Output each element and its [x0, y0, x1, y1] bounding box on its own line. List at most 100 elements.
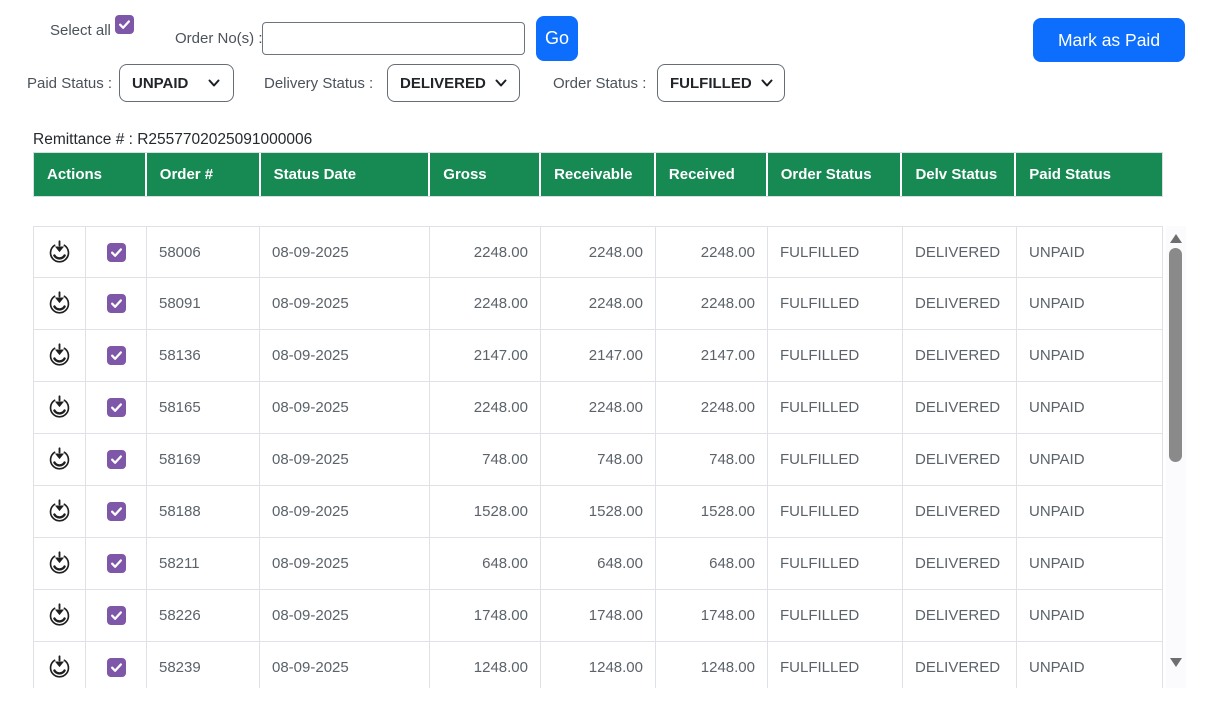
row-checkbox-checked[interactable] — [106, 242, 126, 262]
table-row: 58006 08-09-2025 2248.00 2248.00 2248.00 FULF… — [33, 226, 1163, 278]
cell-order-status: FULFILLED — [768, 227, 903, 277]
table-row: 58091 08-09-2025 2248.00 2248.00 2248.00 FULF… — [33, 278, 1163, 330]
check-icon — [110, 559, 122, 568]
cell-order-no: 58006 — [147, 227, 260, 277]
receive-download-icon[interactable] — [47, 291, 72, 316]
cell-paid-status: UNPAID — [1017, 227, 1163, 277]
cell-delv-status: DELIVERED — [903, 382, 1017, 433]
receive-download-icon[interactable] — [47, 551, 72, 576]
cell-checkbox — [86, 330, 147, 381]
cell-checkbox — [86, 590, 147, 641]
chevron-down-icon — [760, 76, 774, 90]
cell-status-date: 08-09-2025 — [260, 227, 430, 277]
cell-order-no: 58188 — [147, 486, 260, 537]
table-row: 58239 08-09-2025 1248.00 1248.00 1248.00 FULF… — [33, 642, 1163, 688]
cell-received: 1248.00 — [656, 642, 768, 688]
paid-status-value: UNPAID — [132, 74, 189, 92]
cell-status-date: 08-09-2025 — [260, 434, 430, 485]
receive-download-icon[interactable] — [47, 343, 72, 368]
check-icon — [110, 507, 122, 516]
cell-order-no: 58239 — [147, 642, 260, 688]
cell-order-status: FULFILLED — [768, 590, 903, 641]
row-checkbox-checked[interactable] — [106, 658, 126, 677]
receive-download-icon[interactable] — [47, 499, 72, 524]
table-row: 58211 08-09-2025 648.00 648.00 648.00 FULFILL… — [33, 538, 1163, 590]
cell-gross: 748.00 — [430, 434, 541, 485]
cell-gross: 2248.00 — [430, 382, 541, 433]
cell-gross: 2147.00 — [430, 330, 541, 381]
scroll-down-icon[interactable] — [1170, 658, 1182, 667]
cell-gross: 1528.00 — [430, 486, 541, 537]
row-checkbox-checked[interactable] — [106, 502, 126, 521]
check-icon — [110, 403, 122, 412]
cell-status-date: 08-09-2025 — [260, 330, 430, 381]
column-header-delv-status: Delv Status — [902, 153, 1017, 196]
order-status-select[interactable]: FULFILLED — [657, 64, 785, 102]
table-scrollbar[interactable] — [1166, 226, 1186, 688]
cell-paid-status: UNPAID — [1017, 330, 1163, 381]
go-button[interactable]: Go — [536, 16, 578, 61]
paid-status-select[interactable]: UNPAID — [119, 64, 234, 102]
order-status-label: Order Status : — [553, 75, 647, 92]
column-header-received: Received — [655, 153, 768, 196]
cell-delv-status: DELIVERED — [903, 278, 1017, 329]
cell-order-status: FULFILLED — [768, 330, 903, 381]
cell-gross: 1248.00 — [430, 642, 541, 688]
cell-order-no: 58136 — [147, 330, 260, 381]
column-header-receivable: Receivable — [541, 153, 656, 196]
receive-download-icon[interactable] — [47, 603, 72, 628]
remittance-number-text: Remittance # : R2557702025091000006 — [33, 131, 313, 148]
check-icon — [110, 663, 122, 672]
receive-download-icon[interactable] — [47, 239, 72, 265]
column-header-order-status: Order Status — [767, 153, 903, 196]
cell-gross: 648.00 — [430, 538, 541, 589]
order-status-value: FULFILLED — [670, 74, 752, 92]
chevron-down-icon — [207, 76, 221, 90]
cell-checkbox — [86, 382, 147, 433]
table-row: 58169 08-09-2025 748.00 748.00 748.00 FULFILL… — [33, 434, 1163, 486]
cell-receivable: 648.00 — [541, 538, 656, 589]
cell-action — [33, 590, 86, 641]
cell-order-status: FULFILLED — [768, 486, 903, 537]
cell-paid-status: UNPAID — [1017, 590, 1163, 641]
cell-received: 1528.00 — [656, 486, 768, 537]
row-checkbox-checked[interactable] — [106, 450, 126, 469]
mark-as-paid-button[interactable]: Mark as Paid — [1033, 18, 1185, 62]
cell-checkbox — [86, 642, 147, 688]
column-header-actions: Actions — [34, 153, 147, 196]
table-row: 58165 08-09-2025 2248.00 2248.00 2248.00 FULF… — [33, 382, 1163, 434]
cell-received: 2248.00 — [656, 227, 768, 277]
cell-paid-status: UNPAID — [1017, 382, 1163, 433]
row-checkbox-checked[interactable] — [106, 606, 126, 625]
cell-order-no: 58165 — [147, 382, 260, 433]
cell-status-date: 08-09-2025 — [260, 382, 430, 433]
receive-download-icon[interactable] — [47, 395, 72, 420]
scroll-up-icon[interactable] — [1170, 234, 1182, 243]
cell-paid-status: UNPAID — [1017, 642, 1163, 688]
cell-receivable: 2248.00 — [541, 278, 656, 329]
select-all-checkbox[interactable] — [115, 15, 134, 34]
cell-status-date: 08-09-2025 — [260, 642, 430, 688]
cell-delv-status: DELIVERED — [903, 538, 1017, 589]
cell-order-status: FULFILLED — [768, 434, 903, 485]
delivery-status-label: Delivery Status : — [264, 75, 374, 92]
receive-download-icon[interactable] — [47, 447, 72, 472]
cell-receivable: 748.00 — [541, 434, 656, 485]
cell-receivable: 2248.00 — [541, 382, 656, 433]
column-header-paid-status: Paid Status — [1016, 153, 1162, 196]
scrollbar-thumb[interactable] — [1169, 248, 1182, 462]
cell-action — [33, 330, 86, 381]
check-icon — [110, 455, 122, 464]
delivery-status-select[interactable]: DELIVERED — [387, 64, 520, 102]
cell-order-no: 58211 — [147, 538, 260, 589]
cell-receivable: 1528.00 — [541, 486, 656, 537]
check-icon — [110, 351, 122, 360]
column-header-gross: Gross — [430, 153, 542, 196]
row-checkbox-checked[interactable] — [106, 398, 126, 417]
order-no-input[interactable] — [262, 22, 525, 55]
cell-gross: 1748.00 — [430, 590, 541, 641]
receive-download-icon[interactable] — [47, 655, 72, 680]
row-checkbox-checked[interactable] — [106, 346, 126, 365]
row-checkbox-checked[interactable] — [106, 554, 126, 573]
row-checkbox-checked[interactable] — [106, 294, 126, 313]
